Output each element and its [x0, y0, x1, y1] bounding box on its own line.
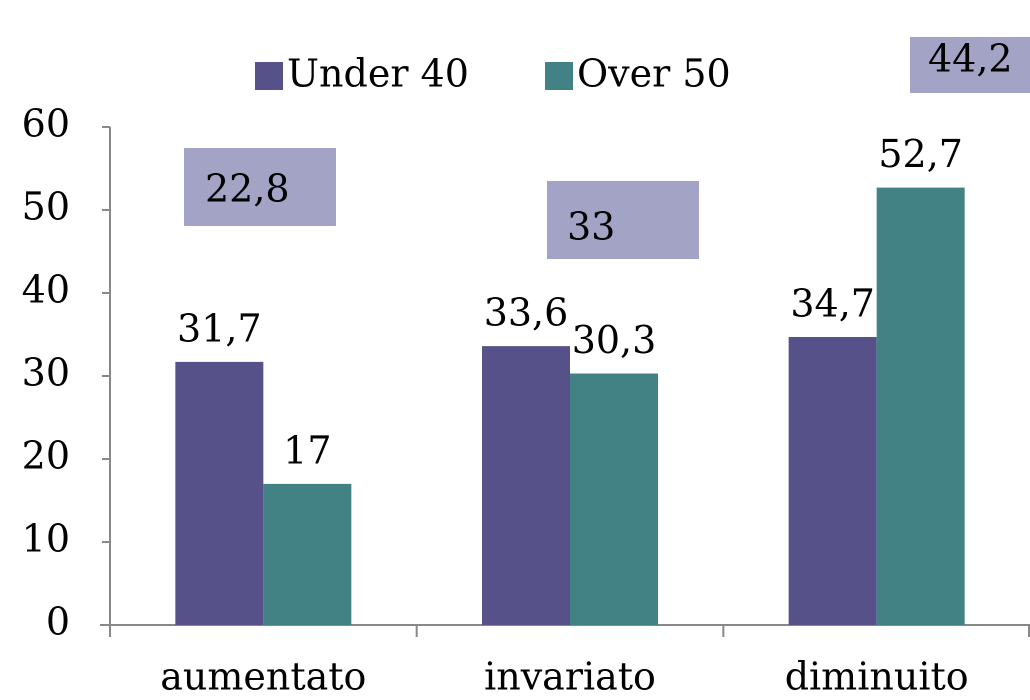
bar: [570, 373, 658, 625]
annotation: 22,8: [205, 167, 290, 211]
y-tick-label: 40: [22, 268, 70, 312]
bar: [175, 361, 264, 625]
legend-label: Under 40: [287, 52, 469, 96]
bar: [482, 346, 570, 625]
x-tick-label: aumentato: [160, 655, 366, 699]
annotation-box: [184, 148, 336, 226]
annotation: 44,2: [928, 37, 1013, 81]
data-label: 34,7: [790, 281, 875, 325]
data-label: 30,3: [572, 318, 657, 362]
y-tick-label: 0: [46, 600, 70, 644]
y-tick-label: 20: [22, 434, 70, 478]
data-label: 33,6: [484, 291, 569, 335]
annotation-box: [547, 181, 699, 259]
y-tick-label: 50: [22, 185, 70, 229]
data-label: 52,7: [878, 132, 963, 176]
annotation-box: [910, 37, 1030, 93]
data-label: 31,7: [177, 306, 262, 350]
legend-swatch: [255, 62, 283, 90]
bar: [263, 483, 352, 625]
x-tick-label: invariato: [484, 655, 656, 699]
bar: [876, 187, 965, 625]
data-label: 17: [283, 428, 331, 472]
x-tick-label: diminuito: [785, 655, 969, 699]
legend-label: Over 50: [577, 52, 731, 96]
y-tick-label: 30: [22, 351, 70, 395]
y-tick-label: 60: [22, 102, 70, 146]
legend-swatch: [545, 62, 573, 90]
bar: [788, 336, 877, 625]
y-tick-label: 10: [22, 517, 70, 561]
annotation: 33: [567, 205, 615, 249]
